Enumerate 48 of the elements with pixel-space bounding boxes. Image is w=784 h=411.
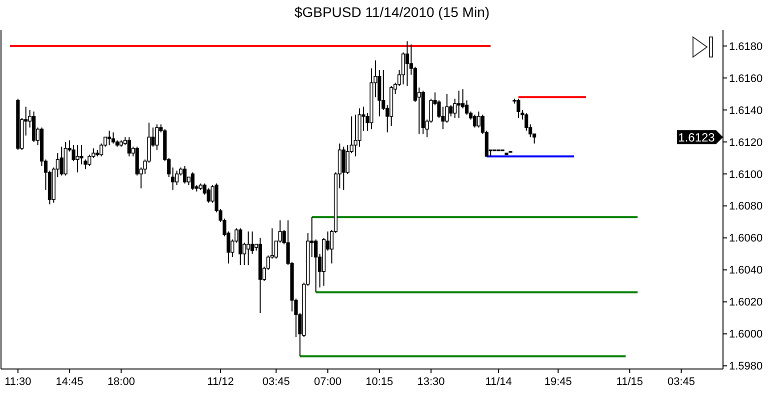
y-tick-label: 1.6140 <box>729 104 763 117</box>
candlestick <box>453 98 457 118</box>
y-tick-label: 1.6100 <box>729 168 763 181</box>
y-tick-label: 1.6000 <box>729 328 763 341</box>
x-tick-label: 07:00 <box>314 376 342 388</box>
candlestick <box>155 124 159 150</box>
candlestick <box>60 146 64 176</box>
candlestick <box>190 172 194 190</box>
candlestick <box>457 90 461 118</box>
y-tick-label: 1.6180 <box>729 40 763 53</box>
candlestick <box>238 228 242 266</box>
candlestick <box>476 111 480 128</box>
y-tick-label: 1.6020 <box>729 296 763 309</box>
x-tick-label: 18:00 <box>107 376 135 388</box>
x-tick-label: 03:45 <box>668 376 696 388</box>
candlestick <box>88 154 92 166</box>
candlestick <box>405 40 409 86</box>
candlestick <box>175 170 179 186</box>
x-tick-label: 13:30 <box>417 376 445 388</box>
candlestick <box>516 98 520 118</box>
y-tick-label: 1.6040 <box>729 264 763 277</box>
x-tick-label: 10:15 <box>366 376 394 388</box>
candlestick <box>246 230 250 266</box>
candlestick <box>76 144 80 173</box>
candlestick <box>206 188 210 204</box>
candlestick <box>182 165 187 184</box>
candlestick <box>127 136 131 157</box>
candlestick <box>472 114 477 128</box>
x-tick-label: 03:45 <box>262 376 290 388</box>
annotation: 1.6123 <box>678 130 716 144</box>
candlestick <box>342 146 346 190</box>
candlestick <box>111 132 116 144</box>
y-tick-label: 1.5980 <box>729 360 763 373</box>
candlestick <box>524 112 528 132</box>
y-tick-label: 1.6120 <box>729 136 763 149</box>
candlestick <box>108 130 112 146</box>
candlestick <box>32 111 36 142</box>
chart-title: $GBPUSD 11/14/2010 (15 Min) <box>294 4 490 20</box>
candlestick <box>80 144 84 165</box>
x-tick-label: 14:45 <box>56 376 84 388</box>
y-tick-label: 1.6060 <box>729 232 763 245</box>
x-tick-label: 11/15 <box>616 376 644 388</box>
x-tick-label: 11:30 <box>4 376 32 388</box>
x-tick-label: 11/14 <box>485 376 512 388</box>
y-tick-label: 1.6160 <box>729 72 763 85</box>
x-tick-label: 19:45 <box>544 376 572 388</box>
x-tick-label: 11/12 <box>207 376 234 388</box>
y-tick-label: 1.6080 <box>729 200 763 213</box>
